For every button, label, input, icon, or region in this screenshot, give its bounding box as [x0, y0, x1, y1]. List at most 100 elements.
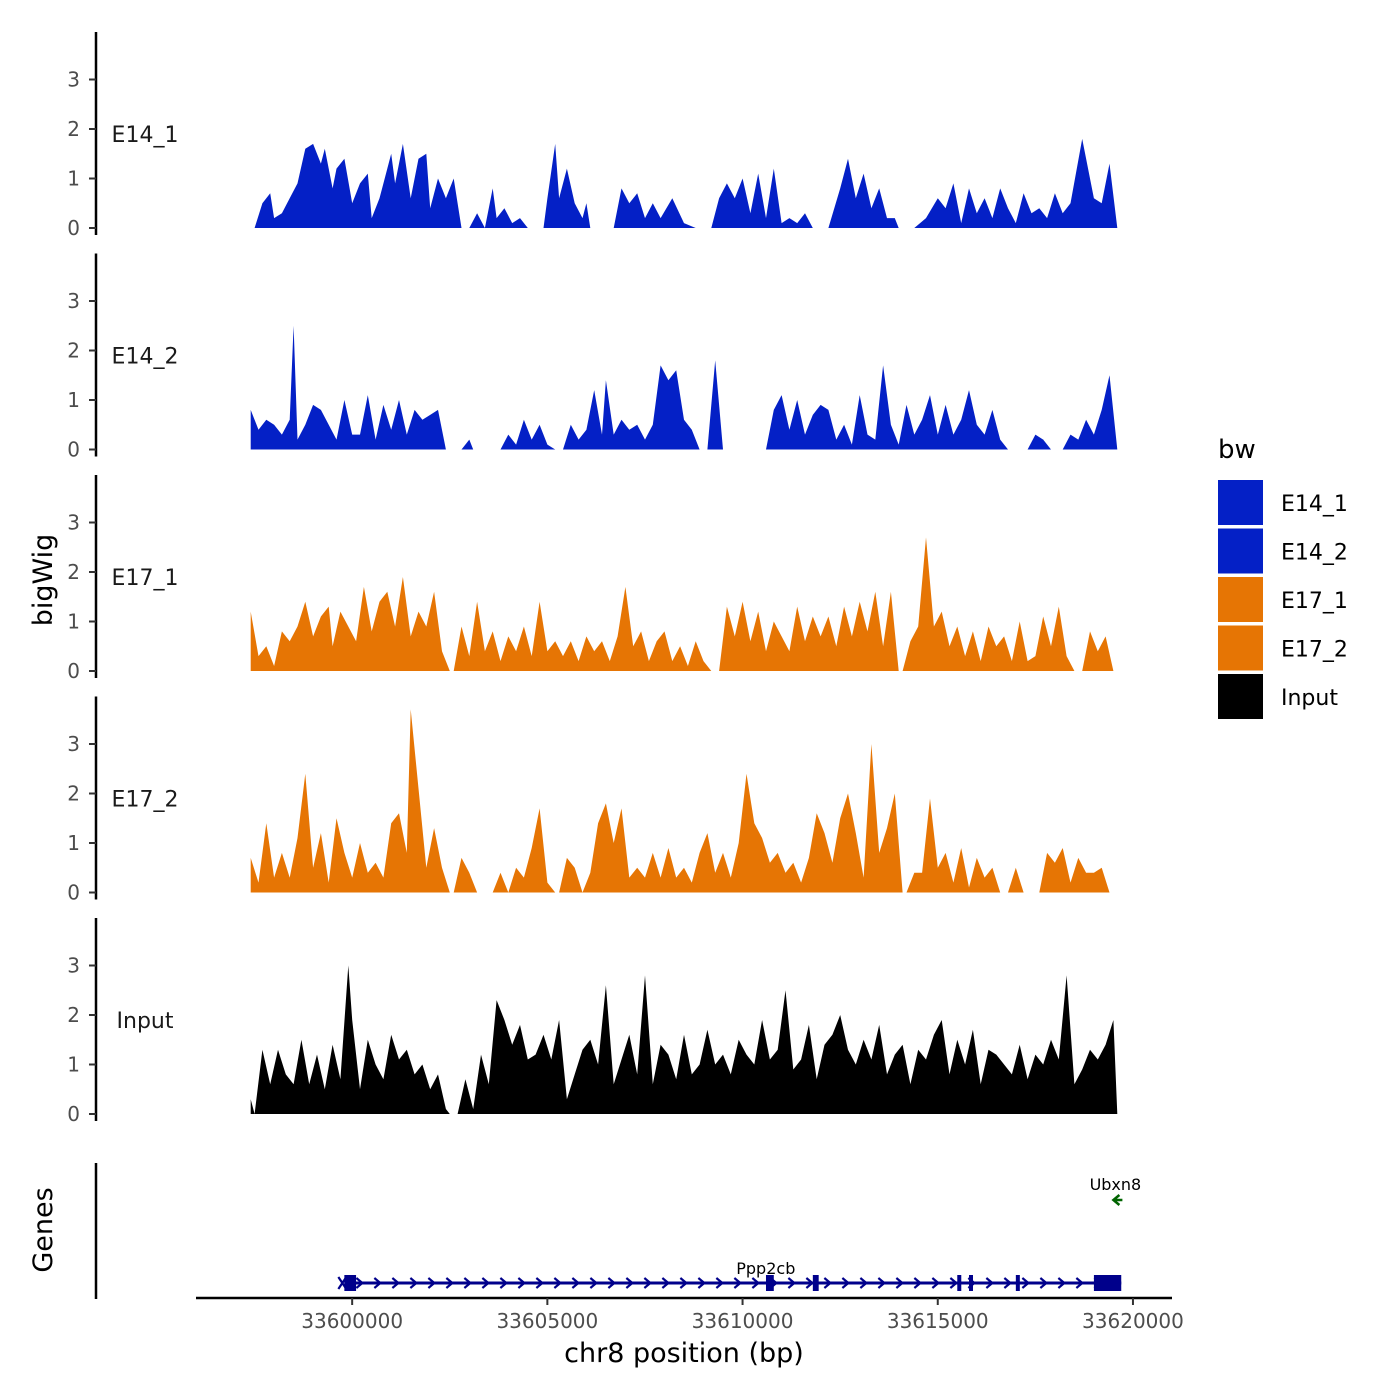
y-tick-label: 0 [67, 881, 80, 905]
coverage-area-e14-2 [563, 365, 700, 450]
coverage-area-e17-2 [1039, 848, 1110, 893]
strand-arrow [751, 1277, 761, 1289]
strand-arrow [1057, 1277, 1067, 1289]
y-tick-label: 2 [67, 560, 80, 584]
y-tick-label: 3 [67, 511, 80, 535]
coverage-area-e17-1 [453, 586, 712, 671]
y-tick-label: 3 [67, 289, 80, 313]
y-tick-label: 2 [67, 782, 80, 806]
coverage-area-input [457, 975, 1118, 1114]
x-axis-title: chr8 position (bp) [564, 1338, 804, 1369]
x-tick-label: 33600000 [301, 1309, 403, 1333]
legend-item: E14_1 [1218, 480, 1348, 525]
coverage-area-e14-1 [254, 143, 462, 228]
coverage-area-e17-2 [559, 744, 903, 893]
gene-exon [344, 1275, 357, 1291]
strand-arrow [1039, 1277, 1049, 1289]
legend-item: E17_1 [1218, 577, 1348, 622]
strand-arrow [949, 1277, 959, 1289]
track-e14-2: 0 1 2 3 E14_2 [67, 253, 1118, 462]
track-label: E14_1 [112, 123, 179, 148]
coverage-area-e14-2 [1027, 434, 1051, 450]
x-tick-label: 33605000 [496, 1309, 598, 1333]
legend-swatch [1218, 625, 1263, 671]
strand-arrow [1003, 1277, 1013, 1289]
legend-item: E14_2 [1218, 528, 1348, 574]
strand-arrow [661, 1277, 671, 1289]
x-tick-label: 33610000 [692, 1309, 794, 1333]
genes-axis-title: Genes [28, 1187, 59, 1272]
legend-title: bw [1218, 435, 1256, 465]
strand-arrow [931, 1277, 941, 1289]
strand-arrow [463, 1277, 473, 1289]
strand-arrow [733, 1277, 743, 1289]
y-tick-label: 3 [67, 732, 80, 756]
strand-arrow [643, 1277, 653, 1289]
track-label: E17_1 [112, 566, 179, 591]
coverage-area-e14-1 [469, 188, 528, 228]
legend: bw E14_1 E14_2 E17_1 E17_2 Input [1218, 435, 1348, 719]
legend-item: Input [1218, 674, 1338, 719]
legend-swatch [1218, 480, 1263, 525]
y-tick-label: 1 [67, 167, 80, 191]
coverage-area-e14-1 [914, 138, 1118, 228]
bigwig-tracks: 0 1 2 3 E14_1 0 1 2 3 E14_2 0 1 2 3 E17_1 0 1 2 3 E17_2 0 1 2 3… [67, 32, 1118, 1126]
legend-swatch [1218, 674, 1263, 719]
coverage-area-e14-2 [500, 419, 556, 450]
track-label: E17_2 [112, 788, 179, 813]
strand-arrow [445, 1277, 455, 1289]
y-tick-label: 1 [67, 388, 80, 412]
track-input: 0 1 2 3 Input [67, 918, 1118, 1126]
legend-label: E17_1 [1281, 589, 1348, 614]
strand-arrow [787, 1277, 797, 1289]
strand-arrow [985, 1277, 995, 1289]
strand-arrow [427, 1277, 437, 1289]
coverage-area-e17-1 [250, 577, 450, 671]
coverage-area-e17-2 [906, 798, 1001, 893]
coverage-area-e14-1 [543, 143, 591, 228]
x-tick-label: 33620000 [1082, 1309, 1184, 1333]
strand-arrow [841, 1277, 851, 1289]
gene-exon [968, 1275, 973, 1291]
coverage-area-e14-2 [461, 439, 474, 450]
y-tick-label: 3 [67, 954, 80, 978]
legend-label: Input [1281, 686, 1338, 711]
y-tick-label: 2 [67, 117, 80, 141]
y-tick-label: 2 [67, 339, 80, 363]
strand-arrow [373, 1277, 383, 1289]
strand-arrow [571, 1277, 581, 1289]
track-e17-2: 0 1 2 3 E17_2 [67, 696, 1110, 905]
gene-exon [1015, 1275, 1020, 1291]
x-tick-label: 33615000 [887, 1309, 989, 1333]
coverage-area-input [250, 965, 450, 1114]
track-e17-1: 0 1 2 3 E17_1 [67, 475, 1114, 683]
y-tick-label: 0 [67, 216, 80, 240]
strand-arrow [481, 1277, 491, 1289]
strand-arrow [589, 1277, 599, 1289]
coverage-area-e14-1 [613, 188, 696, 228]
genes-panel: Genes Ppp2cb Ubxn8 [28, 1163, 1141, 1299]
y-tick-label: 0 [67, 659, 80, 683]
y-tick-label: 1 [67, 831, 80, 855]
legend-swatch [1218, 577, 1263, 622]
y-tick-label: 3 [67, 68, 80, 92]
coverage-area-e14-2 [250, 325, 446, 450]
legend-label: E14_2 [1281, 541, 1348, 566]
y-tick-label: 1 [67, 1053, 80, 1077]
coverage-area-e17-1 [902, 537, 1075, 671]
gene-ubxn8: Ubxn8 [1090, 1175, 1141, 1206]
strand-arrow [715, 1277, 725, 1289]
coverage-area-e14-1 [711, 168, 813, 228]
strand-arrow [805, 1277, 815, 1289]
coverage-area-e17-2 [250, 709, 450, 893]
track-label: Input [117, 1009, 174, 1034]
strand-arrow [877, 1277, 887, 1289]
coverage-area-e17-2 [492, 808, 556, 893]
gene-exon [812, 1275, 819, 1291]
coverage-area-e17-1 [1082, 631, 1114, 671]
coverage-area-e14-1 [828, 158, 899, 228]
legend-item: E17_2 [1218, 625, 1348, 671]
y-tick-label: 0 [67, 438, 80, 462]
strand-arrow [355, 1277, 365, 1289]
coverage-area-e17-2 [1008, 867, 1024, 893]
